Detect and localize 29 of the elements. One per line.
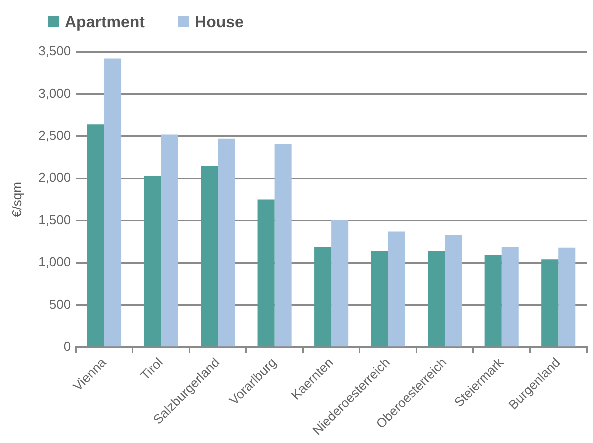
bar [144,176,162,347]
bar [314,246,332,347]
y-axis-title: €/sqm [9,182,24,218]
bar [258,200,275,347]
bar [332,220,349,347]
y-tick-label: 500 [49,296,72,312]
bar [161,134,178,347]
y-tick-label: 0 [64,338,72,354]
bar [428,251,446,347]
bar [445,235,462,347]
bar [484,255,502,347]
bar [218,138,236,347]
bar [558,248,576,347]
y-tick-label: 2,000 [38,170,72,186]
bar [201,166,218,347]
bar [274,144,292,347]
bar [371,251,388,347]
bar [388,232,406,347]
y-tick-label: 1,000 [38,254,72,270]
bar [502,246,519,347]
legend-label: Apartment [65,14,146,32]
y-tick-label: 3,500 [38,44,72,59]
bar [542,260,559,347]
legend-label: House [195,14,244,32]
y-tick-label: 2,500 [38,128,72,143]
bar [104,58,122,347]
bar [87,124,105,347]
y-tick-label: 3,000 [38,86,72,101]
y-tick-label: 1,500 [38,212,72,228]
